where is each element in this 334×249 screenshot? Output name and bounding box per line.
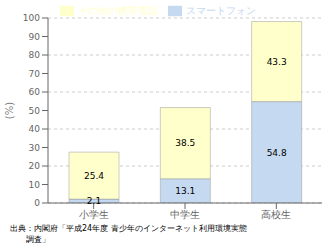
svg-text:小学生: 小学生: [79, 209, 109, 220]
svg-text:13.1: 13.1: [175, 186, 195, 196]
svg-text:54.8: 54.8: [267, 148, 287, 158]
svg-text:中学生: 中学生: [170, 209, 200, 220]
svg-text:100: 100: [23, 13, 40, 23]
svg-text:90: 90: [29, 32, 41, 42]
svg-text:20: 20: [29, 161, 41, 171]
svg-text:(%): (%): [8, 102, 15, 119]
html-text:その他の携帯電話: その他の携帯電話: [78, 5, 158, 16]
svg-text:80: 80: [29, 50, 41, 60]
html-text:スマートフォン: スマートフォン: [186, 5, 256, 16]
svg-text:43.3: 43.3: [267, 57, 287, 67]
svg-text:60: 60: [29, 87, 41, 97]
svg-text:2.1: 2.1: [87, 196, 101, 206]
svg-text:高校生: 高校生: [261, 209, 291, 220]
html-text:調査」: 調査」: [10, 235, 50, 244]
svg-text:25.4: 25.4: [84, 171, 104, 181]
svg-text:50: 50: [29, 106, 41, 116]
svg-text:40: 40: [29, 124, 41, 134]
svg-text:70: 70: [29, 69, 41, 79]
svg-text:0: 0: [34, 198, 40, 208]
svg-text:38.5: 38.5: [175, 138, 195, 148]
svg-text:30: 30: [29, 143, 41, 153]
html-text:出典：内閣府「平成24年度 青少年のインターネット利用環境実: 出典：内閣府「平成24年度 青少年のインターネット利用環境実態: [10, 224, 247, 233]
svg-text:10: 10: [29, 180, 41, 190]
